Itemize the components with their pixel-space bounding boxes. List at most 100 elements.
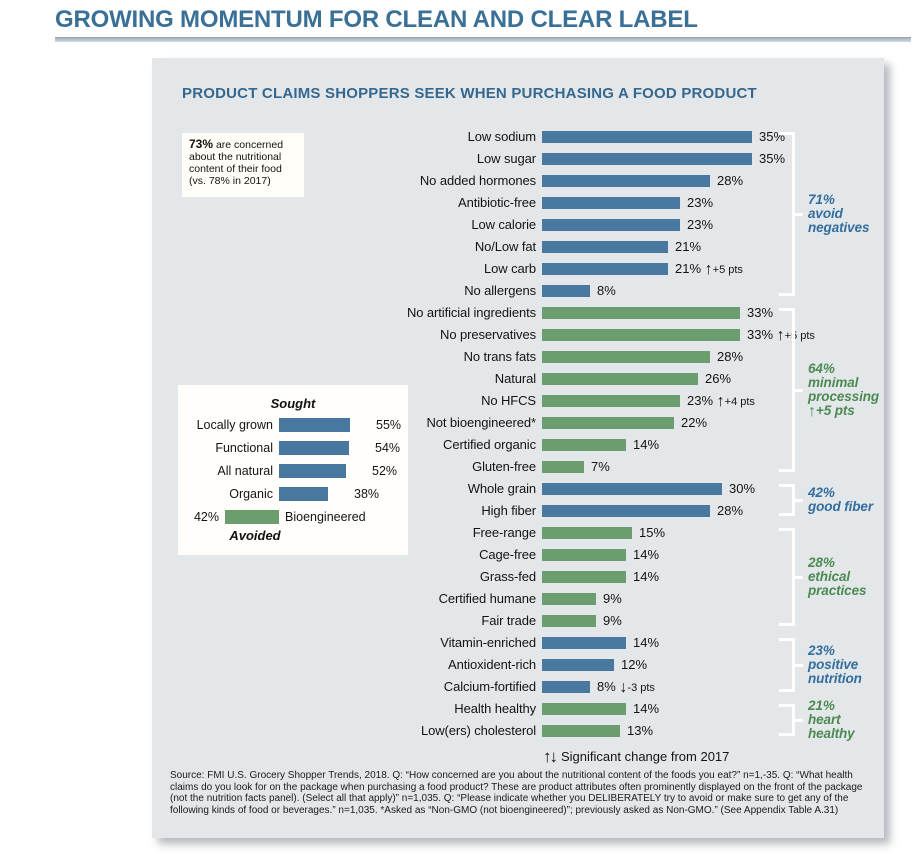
row-label: No added hormones (419, 173, 536, 188)
bar (542, 615, 596, 627)
row-value: 14% (633, 635, 660, 650)
row-value: 22% (681, 415, 708, 430)
bar (542, 263, 668, 275)
chart-row: Cage-free 14% (152, 547, 884, 562)
row-label: Antioxident-rich (448, 657, 536, 672)
row-value: 23% (687, 195, 714, 210)
row-value: 30% (729, 481, 756, 496)
row-label: No preservatives (440, 327, 536, 342)
chart-row: Natural 26% (152, 371, 884, 386)
row-label: Low carb (484, 261, 536, 276)
bar (542, 659, 614, 671)
row-value: 14% (633, 569, 660, 584)
inset-row: 42% Bioengineered (178, 510, 408, 524)
group-label-line: good fiber (808, 499, 873, 514)
row-label: Grass-fed (479, 569, 536, 584)
chart-row: No preservatives 33% ↑+5 pts (152, 327, 884, 344)
row-value: 7% (591, 459, 610, 474)
up-down-arrows-icon: ↑↓ (543, 747, 558, 766)
bar (542, 219, 680, 231)
inset-row-value: 55% (376, 418, 402, 432)
change-points: -3 pts (627, 682, 655, 694)
group-label-line: avoid (808, 206, 843, 221)
row-label: Cage-free (479, 547, 536, 562)
group-label-line: negatives (808, 220, 870, 235)
row-label: Fair trade (481, 613, 536, 628)
bar (542, 285, 590, 297)
bar (542, 725, 620, 737)
bar (542, 637, 626, 649)
group-label-line: 21% (808, 698, 835, 713)
row-label: Natural (494, 371, 536, 386)
bar (542, 681, 590, 693)
bar (279, 441, 349, 455)
row-value: 12% (621, 657, 648, 672)
row-value: 23% ↑+4 pts (687, 393, 755, 410)
inset-row: Locally grown 55% (178, 418, 408, 432)
chart-row: No allergens 8% (152, 284, 884, 298)
row-label: Low(ers) cholesterol (420, 723, 536, 738)
concern-note-text: are concerned about the nutritional cont… (189, 139, 284, 187)
row-label: Calcium-fortified (443, 679, 536, 694)
inset-row: Organic 38% (178, 487, 408, 501)
bar (279, 464, 346, 478)
row-value: 28% (717, 173, 744, 188)
group-label-line: processing (808, 389, 880, 404)
chart-row: Certified organic 14% (152, 438, 884, 452)
bar (542, 461, 584, 473)
inset-title-avoided: Avoided (229, 528, 281, 543)
bar (542, 593, 596, 605)
chart-row: Antioxident-rich 12% (152, 657, 884, 672)
inset-row-value: 52% (372, 464, 398, 478)
chart-row: No trans fats 28% (152, 349, 884, 364)
change-arrow-down-icon: ↓ (619, 679, 628, 696)
group-label: 21% heart healthy (808, 699, 855, 741)
group-change: ↑+5 pts (808, 403, 855, 420)
row-label: Free-range (472, 525, 536, 540)
chart-row: No HFCS 23% ↑+4 pts (152, 393, 884, 410)
row-value: 21% (675, 239, 702, 254)
group-label: 64% minimal processing ↑+5 pts (808, 362, 880, 420)
bar (542, 571, 626, 583)
row-value: 9% (603, 591, 622, 606)
change-points: +4 pts (724, 396, 755, 408)
chart-row: Not bioengineered* 22% (152, 415, 884, 430)
row-label: High fiber (481, 503, 536, 518)
group-bracket (779, 704, 803, 736)
inset-row: All natural 52% (178, 464, 408, 478)
group-label-line: healthy (808, 726, 855, 741)
bar (542, 395, 680, 407)
chart-row: High fiber 28% (152, 503, 884, 518)
change-legend-text: Significant change from 2017 (561, 749, 730, 764)
inset-row-label: Locally grown (196, 418, 273, 432)
chart-row: Vitamin-enriched 14% (152, 635, 884, 650)
bar (225, 510, 279, 524)
change-arrow-up-icon: ↑ (808, 403, 816, 420)
chart-row: Low calorie 23% (152, 218, 884, 232)
row-label: No trans fats (463, 349, 537, 364)
row-value: 35% (759, 151, 786, 166)
source-footnote: Source: FMI U.S. Grocery Shopper Trends,… (170, 770, 863, 816)
row-label: Certified humane (438, 591, 537, 606)
inset-row-label: Bioengineered (285, 510, 366, 524)
group-label-line: heart (808, 712, 841, 727)
bar (542, 505, 710, 517)
group-label: 23% positive nutrition (808, 644, 862, 686)
group-label: 71% avoid negatives (808, 193, 869, 235)
row-label: Gluten-free (472, 459, 536, 474)
chart-row: Low carb 21% ↑+5 pts (152, 261, 884, 278)
bar (542, 373, 698, 385)
row-value: 14% (633, 701, 660, 716)
row-label: Not bioengineered* (426, 415, 536, 430)
bar (542, 483, 722, 495)
group-bracket (779, 638, 803, 692)
group-label-line: ethical (808, 569, 851, 584)
group-label-line: 42% (808, 485, 835, 500)
row-label: Low sodium (467, 129, 536, 144)
group-label-line: practices (808, 583, 867, 598)
group-bracket (779, 132, 803, 296)
group-label-line: positive (808, 657, 859, 672)
row-value: 13% (627, 723, 654, 738)
group-label-line: nutrition (808, 671, 862, 686)
chart-row: Whole grain 30% (152, 481, 884, 496)
